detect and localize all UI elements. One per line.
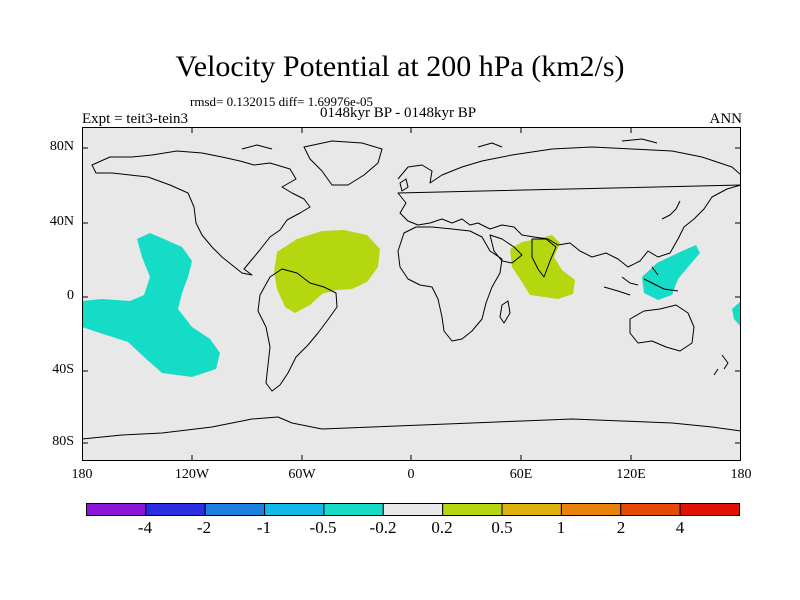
colorbar-label: 0.2 [431, 518, 453, 537]
lon-label-0: 0 [407, 467, 415, 482]
colorbar-box [442, 503, 503, 516]
south-america-coast [257, 268, 338, 392]
antarctica-coast [82, 416, 741, 440]
colorbar-label: 1 [556, 518, 566, 537]
west-pacific-negative [642, 245, 700, 300]
colorbar-label: 0.5 [491, 518, 513, 537]
colorbar-box [560, 503, 622, 516]
eurasia-coast [397, 146, 741, 268]
period-label: 0148kyr BP - 0148kyr BP [320, 105, 477, 121]
colorbar-box [264, 503, 325, 516]
north-america-coast [91, 150, 311, 276]
colorbar-label: -0.5 [309, 518, 337, 537]
lat-label-40n: 40N [49, 214, 74, 229]
colorbar-box [501, 503, 562, 516]
madagascar-coast [499, 300, 511, 324]
atlantic-amazon-positive [274, 230, 380, 313]
colorbar-label: -4 [137, 518, 153, 537]
lon-label-120e: 120E [616, 467, 646, 482]
map-background [82, 127, 741, 461]
plot-title: Velocity Potential at 200 hPa (km2/s) [175, 50, 625, 83]
greenland-coast [303, 140, 383, 186]
colorbar-label: -2 [196, 518, 212, 537]
lon-label-120w: 120W [174, 467, 210, 482]
colorbar-box [145, 503, 206, 516]
colorbar-box [620, 503, 681, 516]
dateline-negative [732, 301, 741, 327]
arabia-coast [489, 234, 523, 264]
lat-label-0: 0 [67, 288, 74, 303]
colorbar-box [679, 503, 740, 516]
colorbar-label: 4 [675, 518, 685, 537]
world-map [82, 127, 741, 461]
map-ticks [82, 127, 741, 461]
new-zealand-coast [713, 354, 729, 376]
japan-coast [661, 200, 681, 220]
colorbar-box [86, 503, 147, 516]
colorbar [86, 503, 740, 516]
colorbar-box [204, 503, 266, 516]
lat-label-80s: 80S [52, 434, 74, 449]
india-coast [531, 238, 557, 278]
stats-line: rmsd= 0.132015 diff= 1.69976e-05 [190, 94, 374, 109]
season-label: ANN [709, 111, 743, 127]
indonesia-coast [603, 266, 679, 296]
australia-coast [629, 304, 695, 352]
colorbar-label: -0.2 [369, 518, 397, 537]
colorbar-label: 2 [616, 518, 626, 537]
central-pacific-negative [82, 233, 220, 377]
lat-label-40s: 40S [52, 362, 74, 377]
colorbar-label: -1 [256, 518, 272, 537]
lat-label-80n: 80N [49, 139, 74, 154]
lon-label-180w: 180 [71, 467, 93, 482]
africa-coast [397, 226, 503, 342]
british-isles-coast [399, 178, 409, 192]
lon-label-60e: 60E [509, 467, 533, 482]
colorbar-box [382, 503, 444, 516]
lon-label-180e: 180 [730, 467, 752, 482]
arctic-islands-coast [241, 138, 658, 150]
colorbar-box [323, 503, 384, 516]
experiment-label: Expt = teit3-tein3 [82, 111, 188, 127]
lon-label-60w: 60W [288, 467, 316, 482]
indian-ocean-positive [510, 235, 575, 299]
